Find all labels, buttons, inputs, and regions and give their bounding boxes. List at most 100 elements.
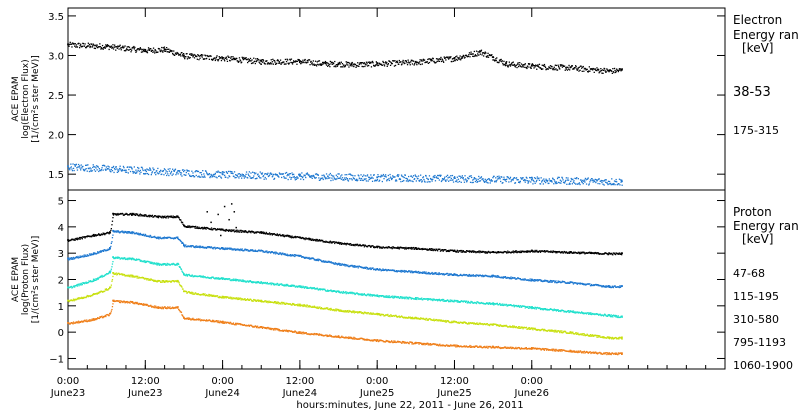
data-point (261, 61, 264, 63)
data-point (537, 64, 539, 66)
data-point (393, 295, 395, 297)
data-point (613, 252, 616, 254)
data-point (490, 180, 492, 182)
data-point (191, 170, 193, 172)
data-point (129, 232, 132, 234)
data-point (300, 255, 302, 257)
data-point (202, 170, 204, 172)
data-point (84, 43, 86, 45)
data-point (376, 247, 379, 249)
data-point (81, 45, 83, 47)
data-point (224, 248, 226, 251)
data-point (493, 59, 495, 61)
data-point (383, 64, 385, 66)
data-point (483, 275, 485, 278)
data-point (608, 286, 611, 288)
data-point (155, 174, 157, 176)
data-point (485, 302, 487, 305)
data-point (460, 273, 462, 276)
data-point (122, 165, 125, 168)
data-point (419, 59, 421, 61)
data-point (331, 177, 333, 179)
data-point (103, 232, 105, 235)
data-point (462, 56, 464, 58)
data-point (216, 278, 218, 280)
data-point (85, 164, 87, 166)
data-point (280, 63, 282, 65)
data-point (548, 182, 550, 184)
data-point (439, 58, 441, 60)
data-point (224, 60, 226, 62)
data-point (422, 58, 425, 60)
data-point (102, 249, 104, 252)
data-point (517, 62, 519, 64)
data-point (285, 254, 288, 256)
data-point (556, 281, 559, 284)
data-point (529, 63, 531, 65)
data-point (475, 55, 477, 57)
data-point (162, 263, 164, 265)
data-point (561, 64, 563, 66)
data-point (239, 173, 242, 176)
data-point (428, 248, 431, 250)
data-point (293, 255, 295, 257)
data-point (106, 168, 109, 170)
data-point (532, 279, 535, 282)
data-point (171, 50, 173, 52)
data-point (175, 216, 177, 219)
data-point (250, 280, 252, 283)
data-point (304, 238, 306, 240)
data-point (258, 61, 260, 63)
data-point (558, 66, 560, 68)
data-point (340, 243, 342, 245)
data-point (220, 278, 222, 280)
data-point (296, 60, 299, 62)
data-point (396, 297, 398, 299)
data-point (540, 68, 542, 70)
data-point (287, 62, 289, 64)
data-point (599, 71, 601, 73)
data-point (378, 245, 380, 248)
data-point (387, 63, 389, 65)
data-point (222, 57, 225, 59)
data-point (186, 275, 189, 277)
data-point (219, 228, 221, 230)
data-point (68, 257, 70, 259)
data-point (343, 243, 345, 245)
data-point (568, 183, 570, 185)
data-point (111, 46, 114, 48)
data-point (290, 285, 293, 287)
data-point (362, 179, 364, 182)
data-point (437, 300, 439, 302)
data-point (613, 182, 615, 185)
data-point (261, 173, 263, 175)
data-point (403, 179, 405, 182)
data-point (492, 59, 494, 61)
data-point (429, 59, 432, 61)
data-point (146, 50, 148, 53)
data-point (382, 175, 384, 177)
data-point (441, 298, 444, 301)
data-point (70, 166, 72, 168)
data-point (387, 247, 389, 249)
data-point (166, 47, 168, 49)
data-point (440, 250, 442, 252)
data-point (260, 232, 262, 234)
data-point (129, 257, 131, 259)
data-point (173, 217, 175, 219)
data-point (223, 58, 225, 61)
series-point (67, 239, 69, 241)
data-point (597, 69, 599, 72)
data-point (229, 60, 231, 62)
data-point (233, 279, 236, 281)
data-point (262, 175, 264, 178)
data-point (236, 229, 238, 231)
series-point (621, 252, 623, 255)
data-point (371, 294, 373, 296)
data-point (333, 62, 335, 65)
data-point (353, 63, 356, 65)
data-point (363, 62, 365, 65)
data-point (578, 253, 581, 255)
data-point (593, 284, 595, 286)
